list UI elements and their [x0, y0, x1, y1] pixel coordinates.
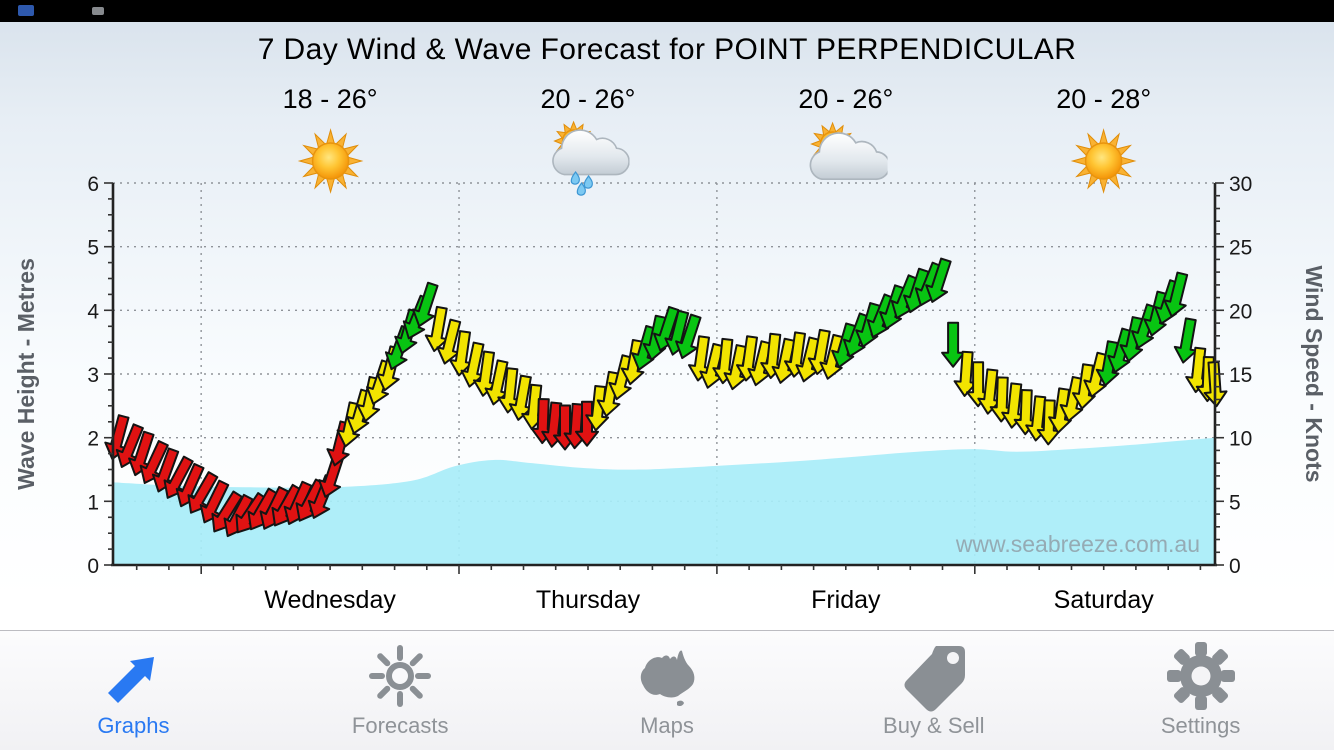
right-axis-tick-label: 5: [1229, 491, 1241, 514]
daily-forecast-row: 18 - 26° 20 - 26° 20 - 26° 20 - 28°: [0, 0, 1334, 200]
wind-arrow: [1036, 399, 1061, 446]
right-axis-tick-label: 25: [1229, 237, 1252, 260]
wind-arrow: [412, 281, 439, 328]
wind-arrow: [575, 400, 599, 447]
wind-arrow: [675, 313, 702, 360]
status-bar: [0, 0, 1334, 22]
wave-height-series: www.seabreeze.com.au: [113, 437, 1215, 565]
tab-maps[interactable]: Maps: [534, 631, 801, 750]
partly-cloudy-icon: [798, 117, 893, 201]
page-title: 7 Day Wind & Wave Forecast for POINT PER…: [257, 33, 1077, 66]
sun-icon: [364, 639, 436, 713]
x-axis-day-label: Thursday: [536, 586, 641, 614]
wind-arrow: [115, 423, 144, 468]
tab-label: Forecasts: [351, 713, 449, 738]
tag-icon: [898, 639, 970, 713]
chart-axes: 0 1 2 3 4 5 6 0 5 10 15 20 25 30 Wednesday Thursday Frid…: [87, 173, 1252, 614]
wind-arrow: [139, 440, 169, 485]
right-axis-tick-label: 20: [1229, 300, 1252, 323]
wind-arrow: [1173, 317, 1198, 364]
wind-arrow: [941, 321, 966, 368]
right-axis-title: Wind Speed - Knots: [1301, 265, 1327, 482]
wind-arrow-series: [104, 257, 1228, 538]
right-axis-tick-label: 0: [1229, 555, 1241, 578]
left-axis-tick-label: 4: [87, 300, 99, 323]
left-axis-tick-label: 5: [87, 237, 99, 260]
wind-arrow: [163, 455, 194, 499]
australia-icon: [631, 639, 703, 713]
x-axis-day-label: Friday: [811, 586, 881, 614]
left-axis-tick-label: 6: [87, 173, 99, 196]
tab-bar: Graphs Forecasts Maps Buy & Sell Settings: [0, 630, 1334, 750]
day-summary-wednesday: 18 - 26°: [283, 84, 378, 201]
day-summary-saturday: 20 - 28°: [1056, 84, 1151, 201]
tab-label: Maps: [640, 713, 694, 738]
wind-arrow: [211, 490, 243, 533]
wind-wave-chart[interactable]: www.seabreeze.com.au 0 1 2 3 4 5 6 0 5 10 15 20 25 30…: [0, 0, 1334, 640]
wind-arrow: [448, 330, 473, 377]
day-summary-thursday: 20 - 26°: [540, 84, 636, 201]
temperature-range: 20 - 26°: [540, 84, 636, 114]
tab-forecasts[interactable]: Forecasts: [267, 631, 534, 750]
tab-settings[interactable]: Settings: [1067, 631, 1334, 750]
status-icon: [18, 5, 34, 16]
tab-graphs[interactable]: Graphs: [0, 631, 267, 750]
x-axis-day-label: Wednesday: [264, 586, 396, 614]
wind-arrow: [436, 318, 462, 365]
tab-buy-sell[interactable]: Buy & Sell: [800, 631, 1067, 750]
rain-showers-icon: [541, 117, 636, 201]
left-axis-tick-label: 3: [87, 364, 99, 387]
watermark: www.seabreeze.com.au: [955, 531, 1200, 557]
status-icon: [92, 7, 104, 15]
left-axis-tick-label: 1: [87, 491, 99, 514]
day-summary-friday: 20 - 26°: [798, 84, 893, 201]
wind-arrow: [953, 350, 978, 397]
wind-arrow: [424, 305, 449, 353]
sunny-icon: [1056, 117, 1151, 201]
x-axis-day-label: Saturday: [1054, 586, 1155, 614]
wind-arrow: [187, 471, 219, 514]
right-axis-tick-label: 30: [1229, 173, 1252, 196]
temperature-range: 20 - 28°: [1056, 84, 1152, 114]
gear-icon: [1165, 639, 1237, 713]
tab-label: Settings: [1160, 713, 1241, 738]
sunny-icon: [283, 117, 378, 201]
tab-label: Graphs: [97, 713, 170, 738]
left-axis-title: Wave Height - Metres: [13, 258, 39, 490]
tab-label: Buy & Sell: [883, 713, 985, 738]
right-axis-tick-label: 10: [1229, 428, 1252, 451]
temperature-range: 18 - 26°: [282, 84, 378, 114]
right-axis-tick-label: 15: [1229, 364, 1252, 387]
left-axis-tick-label: 0: [87, 555, 99, 578]
left-axis-tick-label: 2: [87, 428, 99, 451]
temperature-range: 20 - 26°: [798, 84, 894, 114]
wind-arrow: [1163, 271, 1189, 318]
wind-arrow: [925, 257, 952, 303]
arrow-graph-icon: [97, 639, 169, 713]
